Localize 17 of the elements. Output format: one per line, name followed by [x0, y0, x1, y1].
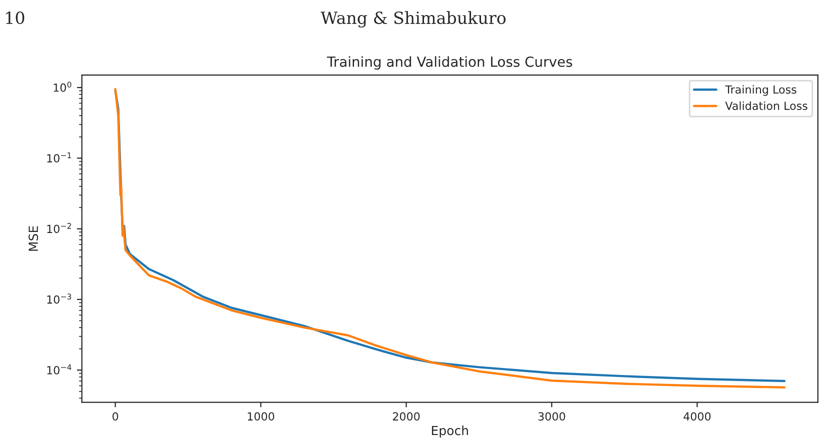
y-axis-title: MSE [28, 226, 38, 251]
y-tick-label: 10$^{−2}$ [47, 222, 71, 234]
legend-label: Training Loss [725, 85, 796, 96]
x-axis-title: Epoch [432, 426, 468, 438]
y-tick-label: 10$^{−4}$ [47, 364, 72, 374]
x-tick-label: 3000 [538, 412, 566, 421]
chart-title: Training and Validation Loss Curves [326, 56, 572, 70]
text: Wang & Shimabukuro [320, 11, 506, 28]
y-tick-label: 10$^{0}$ [54, 82, 72, 92]
y-tick-label: 10$^{−1}$ [47, 152, 72, 162]
x-tick-label: 0 [112, 412, 118, 421]
x-tick-label: 1000 [248, 412, 274, 421]
y-tick-label: 10$^{−3}$ [47, 294, 72, 304]
text: 10 [6, 11, 24, 24]
legend-label: Validation Loss [725, 101, 808, 110]
x-tick-label: 2000 [392, 412, 420, 421]
x-tick-label: 4000 [684, 412, 711, 421]
